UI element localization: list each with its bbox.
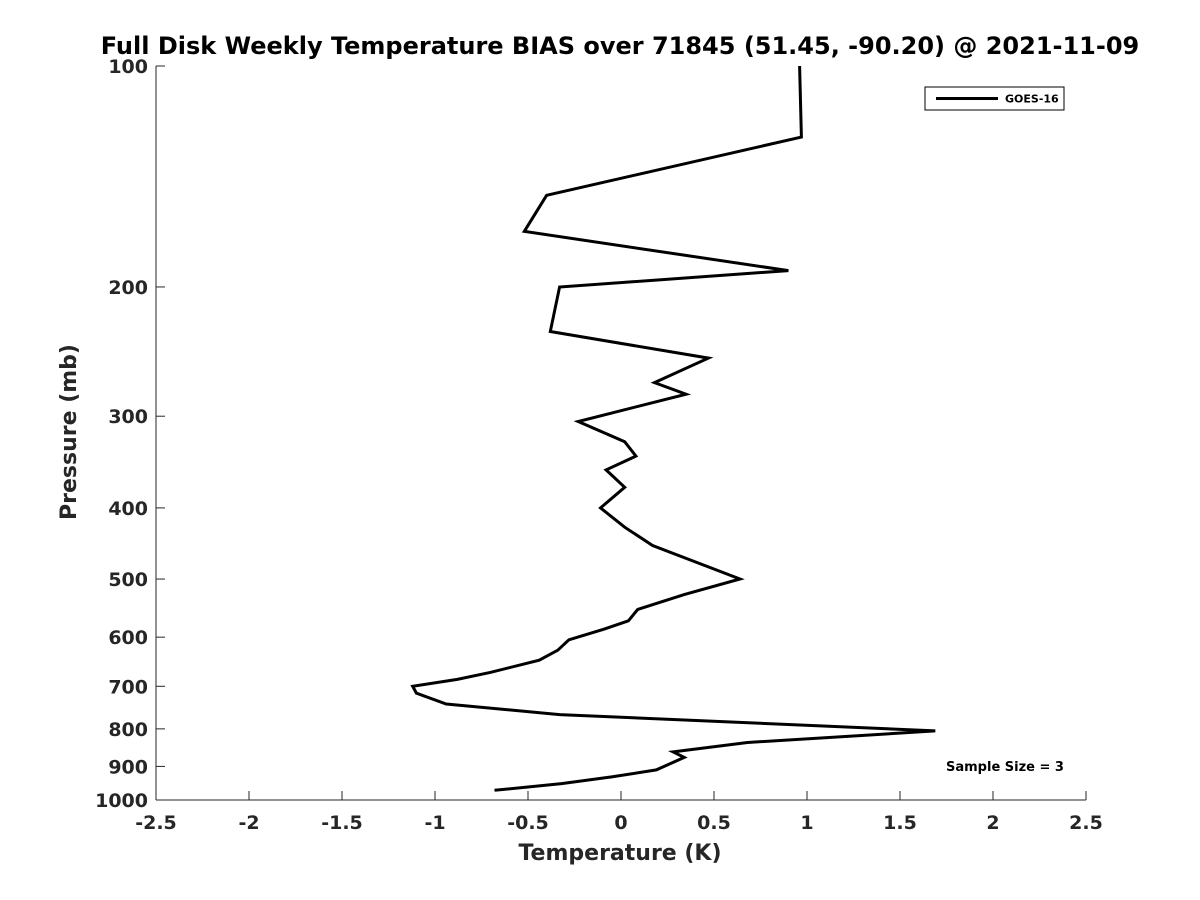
series-line-goes-16 — [410, 65, 936, 792]
legend-label-goes-16: GOES-16 — [1005, 93, 1059, 106]
x-tick-label: 2 — [986, 812, 999, 834]
y-axis-label: Pressure (mb) — [57, 344, 82, 520]
x-tick-label: -1 — [424, 812, 445, 834]
y-tick-label: 100 — [108, 56, 148, 78]
y-tick-label: 900 — [108, 756, 148, 778]
y-tick-label: 800 — [108, 719, 148, 741]
plot-axes: -2.5 -2 -1.5 -1 -0.5 0 0.5 1 1.5 2 2.5 100 200 300 400… — [95, 56, 1103, 834]
x-tick-label: -1.5 — [321, 812, 363, 834]
x-tick-label: 0.5 — [697, 812, 731, 834]
y-tick-label: 400 — [108, 498, 148, 520]
y-tick-label: 200 — [108, 277, 148, 299]
x-tick-label: -2.5 — [135, 812, 177, 834]
x-tick-label: 2.5 — [1069, 812, 1103, 834]
chart-title: Full Disk Weekly Temperature BIAS over 7… — [101, 32, 1140, 60]
x-tick-label: 0 — [614, 812, 627, 834]
y-tick-label: 600 — [108, 627, 148, 649]
x-tick-label: 1 — [800, 812, 813, 834]
legend: GOES-16 — [924, 86, 1065, 111]
x-tick-label: -0.5 — [507, 812, 549, 834]
series-layer — [410, 65, 936, 792]
y-tick-label: 500 — [108, 569, 148, 591]
x-axis-label: Temperature (K) — [518, 841, 721, 866]
y-tick-label: 700 — [108, 676, 148, 698]
x-tick-label: -2 — [238, 812, 259, 834]
sample-size-annotation: Sample Size = 3 — [946, 760, 1064, 775]
y-tick-label: 1000 — [95, 790, 148, 812]
x-tick-label: 1.5 — [883, 812, 917, 834]
y-tick-label: 300 — [108, 406, 148, 428]
